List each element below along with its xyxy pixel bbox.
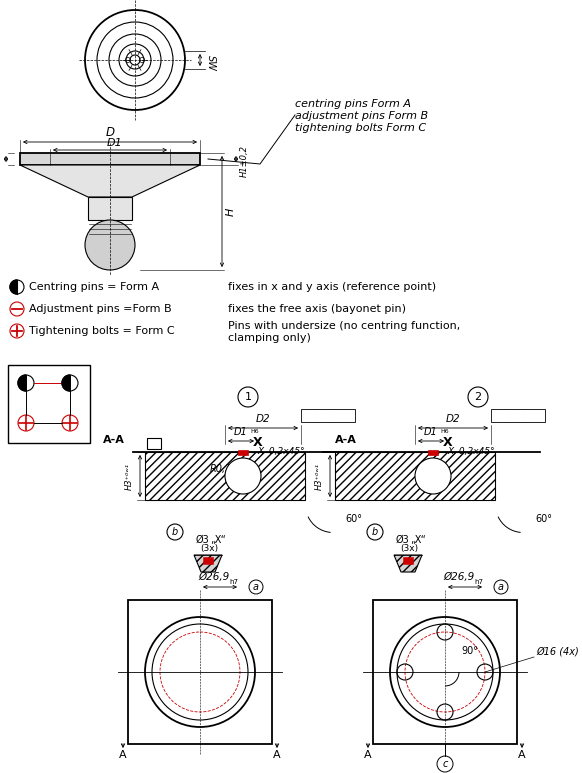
Text: h7: h7	[229, 579, 238, 585]
Polygon shape	[20, 165, 200, 197]
Text: Ø3: Ø3	[196, 535, 210, 545]
Text: A-A: A-A	[335, 435, 357, 445]
Text: H: H	[226, 207, 236, 216]
Text: X: X	[253, 436, 262, 449]
Text: H2: H2	[0, 152, 2, 166]
Text: A: A	[119, 750, 127, 760]
Text: clamping only): clamping only)	[228, 333, 311, 343]
Text: H3⁺⁰ʷ¹: H3⁺⁰ʷ¹	[315, 462, 324, 489]
Text: b: b	[172, 527, 178, 537]
Circle shape	[225, 458, 261, 494]
Text: D1: D1	[107, 138, 123, 148]
Bar	[403, 557, 413, 564]
Text: h7: h7	[474, 579, 483, 585]
Text: D1: D1	[234, 427, 248, 437]
Text: a: a	[253, 582, 259, 592]
Text: SW: SW	[206, 55, 216, 71]
Bar	[491, 409, 545, 422]
Text: Adjustment pins =Form B: Adjustment pins =Form B	[29, 304, 172, 314]
Bar	[145, 452, 305, 500]
Polygon shape	[394, 555, 422, 572]
Text: D: D	[105, 126, 115, 139]
Text: H6: H6	[250, 429, 258, 434]
Text: Ø26,9: Ø26,9	[443, 572, 475, 582]
Polygon shape	[62, 375, 70, 391]
Text: Centring pins = Form A: Centring pins = Form A	[29, 282, 159, 292]
Text: H1±0,2: H1±0,2	[240, 145, 249, 177]
Bar	[88, 197, 132, 220]
Text: Ø3: Ø3	[396, 535, 410, 545]
Text: D2: D2	[255, 414, 270, 424]
Text: adjustment pins Form B: adjustment pins Form B	[295, 111, 428, 121]
Text: A: A	[531, 410, 537, 421]
Text: 2: 2	[474, 392, 481, 402]
Bar	[238, 450, 248, 455]
Text: (3x): (3x)	[400, 544, 418, 553]
Text: 60°: 60°	[345, 514, 362, 524]
Text: A: A	[364, 750, 372, 760]
Text: b: b	[372, 527, 378, 537]
Bar	[20, 153, 200, 165]
Polygon shape	[18, 375, 26, 391]
Text: X: X	[443, 436, 453, 449]
Text: H3⁺⁰ʷ¹: H3⁺⁰ʷ¹	[125, 462, 134, 489]
Text: A: A	[273, 750, 281, 760]
Text: 90°: 90°	[461, 646, 478, 656]
Bar	[373, 600, 517, 744]
Text: A: A	[151, 439, 157, 449]
Circle shape	[85, 220, 135, 270]
Text: tightening bolts Form C: tightening bolts Form C	[295, 123, 426, 133]
Text: a: a	[498, 582, 504, 592]
Bar	[428, 450, 438, 455]
Text: 0.02: 0.02	[314, 411, 331, 420]
Text: Ø16 (4x): Ø16 (4x)	[536, 647, 579, 657]
Text: A: A	[340, 410, 347, 421]
Text: Pins with undersize (no centring function,: Pins with undersize (no centring functio…	[228, 321, 460, 331]
Bar	[335, 452, 495, 500]
Text: centring pins Form A: centring pins Form A	[295, 99, 411, 109]
Text: 0.02: 0.02	[505, 411, 521, 420]
Text: A-A: A-A	[103, 435, 125, 445]
Text: A: A	[518, 750, 526, 760]
Text: D1: D1	[424, 427, 438, 437]
Bar	[128, 600, 272, 744]
Text: fixes the free axis (bayonet pin): fixes the free axis (bayonet pin)	[228, 304, 406, 314]
Circle shape	[415, 458, 451, 494]
Text: D2: D2	[446, 414, 460, 424]
Polygon shape	[194, 555, 222, 572]
Text: 1: 1	[244, 392, 251, 402]
Text: R0,2: R0,2	[210, 464, 232, 474]
Text: c: c	[442, 759, 448, 769]
Text: ⊥: ⊥	[301, 409, 313, 422]
Text: Ø26,9: Ø26,9	[198, 572, 230, 582]
Text: Tightening bolts = Form C: Tightening bolts = Form C	[29, 326, 175, 336]
Bar	[147, 438, 161, 449]
Text: (3x): (3x)	[200, 544, 218, 553]
Bar	[8, 365, 90, 443]
Text: ⊥: ⊥	[492, 409, 502, 422]
Text: H6: H6	[440, 429, 449, 434]
Polygon shape	[10, 280, 17, 294]
Text: X  0,2x45°: X 0,2x45°	[447, 447, 495, 456]
Bar	[203, 557, 213, 564]
Text: fixes in x and y axis (reference point): fixes in x and y axis (reference point)	[228, 282, 436, 292]
Text: „X“: „X“	[210, 535, 226, 545]
Bar	[301, 409, 355, 422]
Text: „X“: „X“	[410, 535, 426, 545]
Text: 60°: 60°	[535, 514, 552, 524]
Text: X  0,2x45°: X 0,2x45°	[257, 447, 304, 456]
